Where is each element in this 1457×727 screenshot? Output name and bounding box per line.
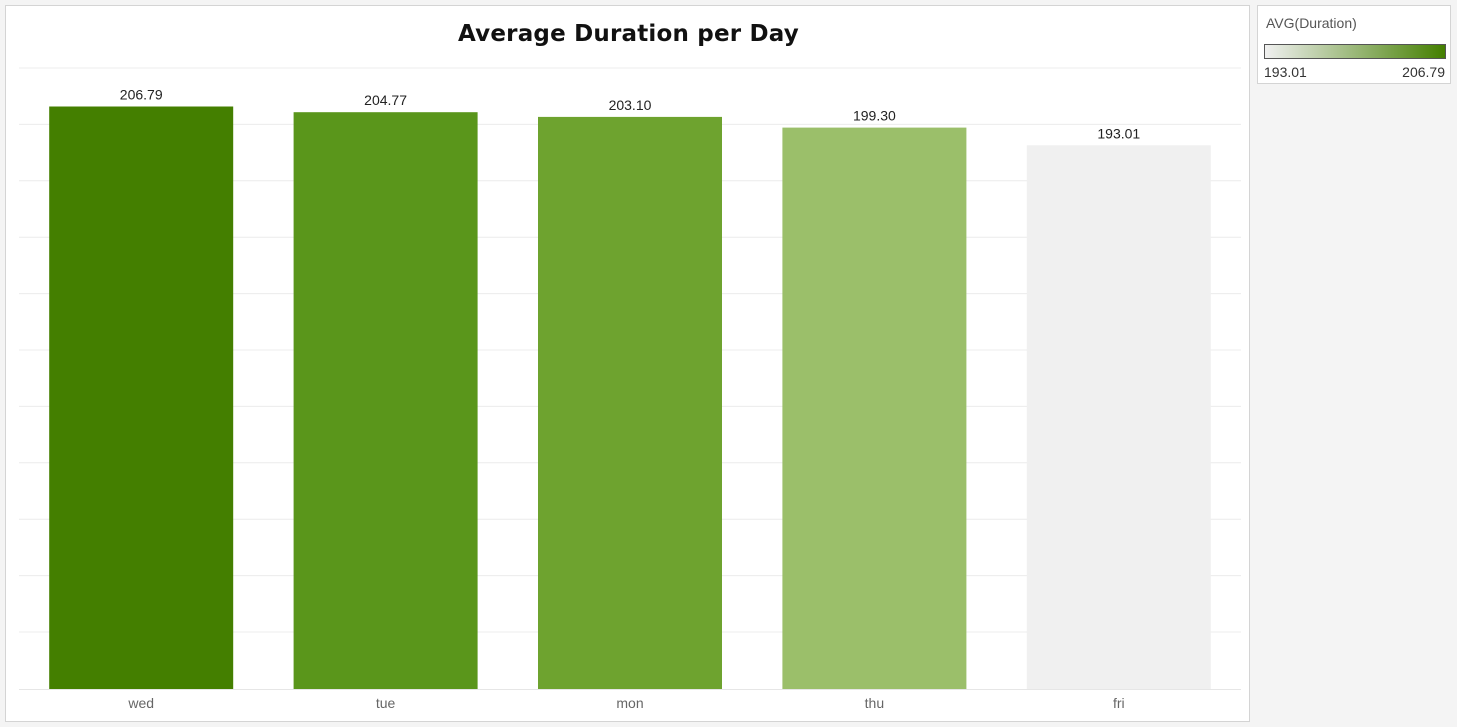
bar-mon[interactable]: [538, 116, 722, 689]
x-tick-label-fri: fri: [1113, 695, 1125, 711]
x-tick-label-tue: tue: [376, 695, 396, 711]
legend-min-label: 193.01: [1264, 64, 1307, 80]
data-label-tue: 204.77: [364, 92, 407, 108]
bar-tue[interactable]: [293, 112, 478, 689]
bar-wed[interactable]: [49, 106, 234, 690]
x-tick-label-wed: wed: [127, 695, 154, 711]
legend-color-ramp: [1264, 44, 1446, 59]
chart-title: Average Duration per Day: [457, 21, 799, 47]
data-label-fri: 193.01: [1097, 125, 1140, 141]
bar-thu[interactable]: [782, 127, 967, 690]
data-label-thu: 199.30: [853, 108, 896, 124]
bar-fri[interactable]: [1026, 145, 1211, 690]
chart-sheet: Average Duration per Day 206.79 wed 204.77…: [5, 5, 1250, 722]
color-legend[interactable]: AVG(Duration) 193.01 206.79: [1257, 5, 1451, 84]
data-label-wed: 206.79: [120, 87, 163, 103]
legend-title: AVG(Duration): [1266, 15, 1357, 31]
x-tick-label-mon: mon: [616, 695, 643, 711]
bar-chart: 206.79 wed 204.77 tue 203.10 mon 199.30 thu 193.…: [19, 67, 1241, 711]
legend-max-label: 206.79: [1402, 64, 1445, 80]
data-label-mon: 203.10: [609, 97, 652, 113]
x-tick-label-thu: thu: [865, 695, 884, 711]
